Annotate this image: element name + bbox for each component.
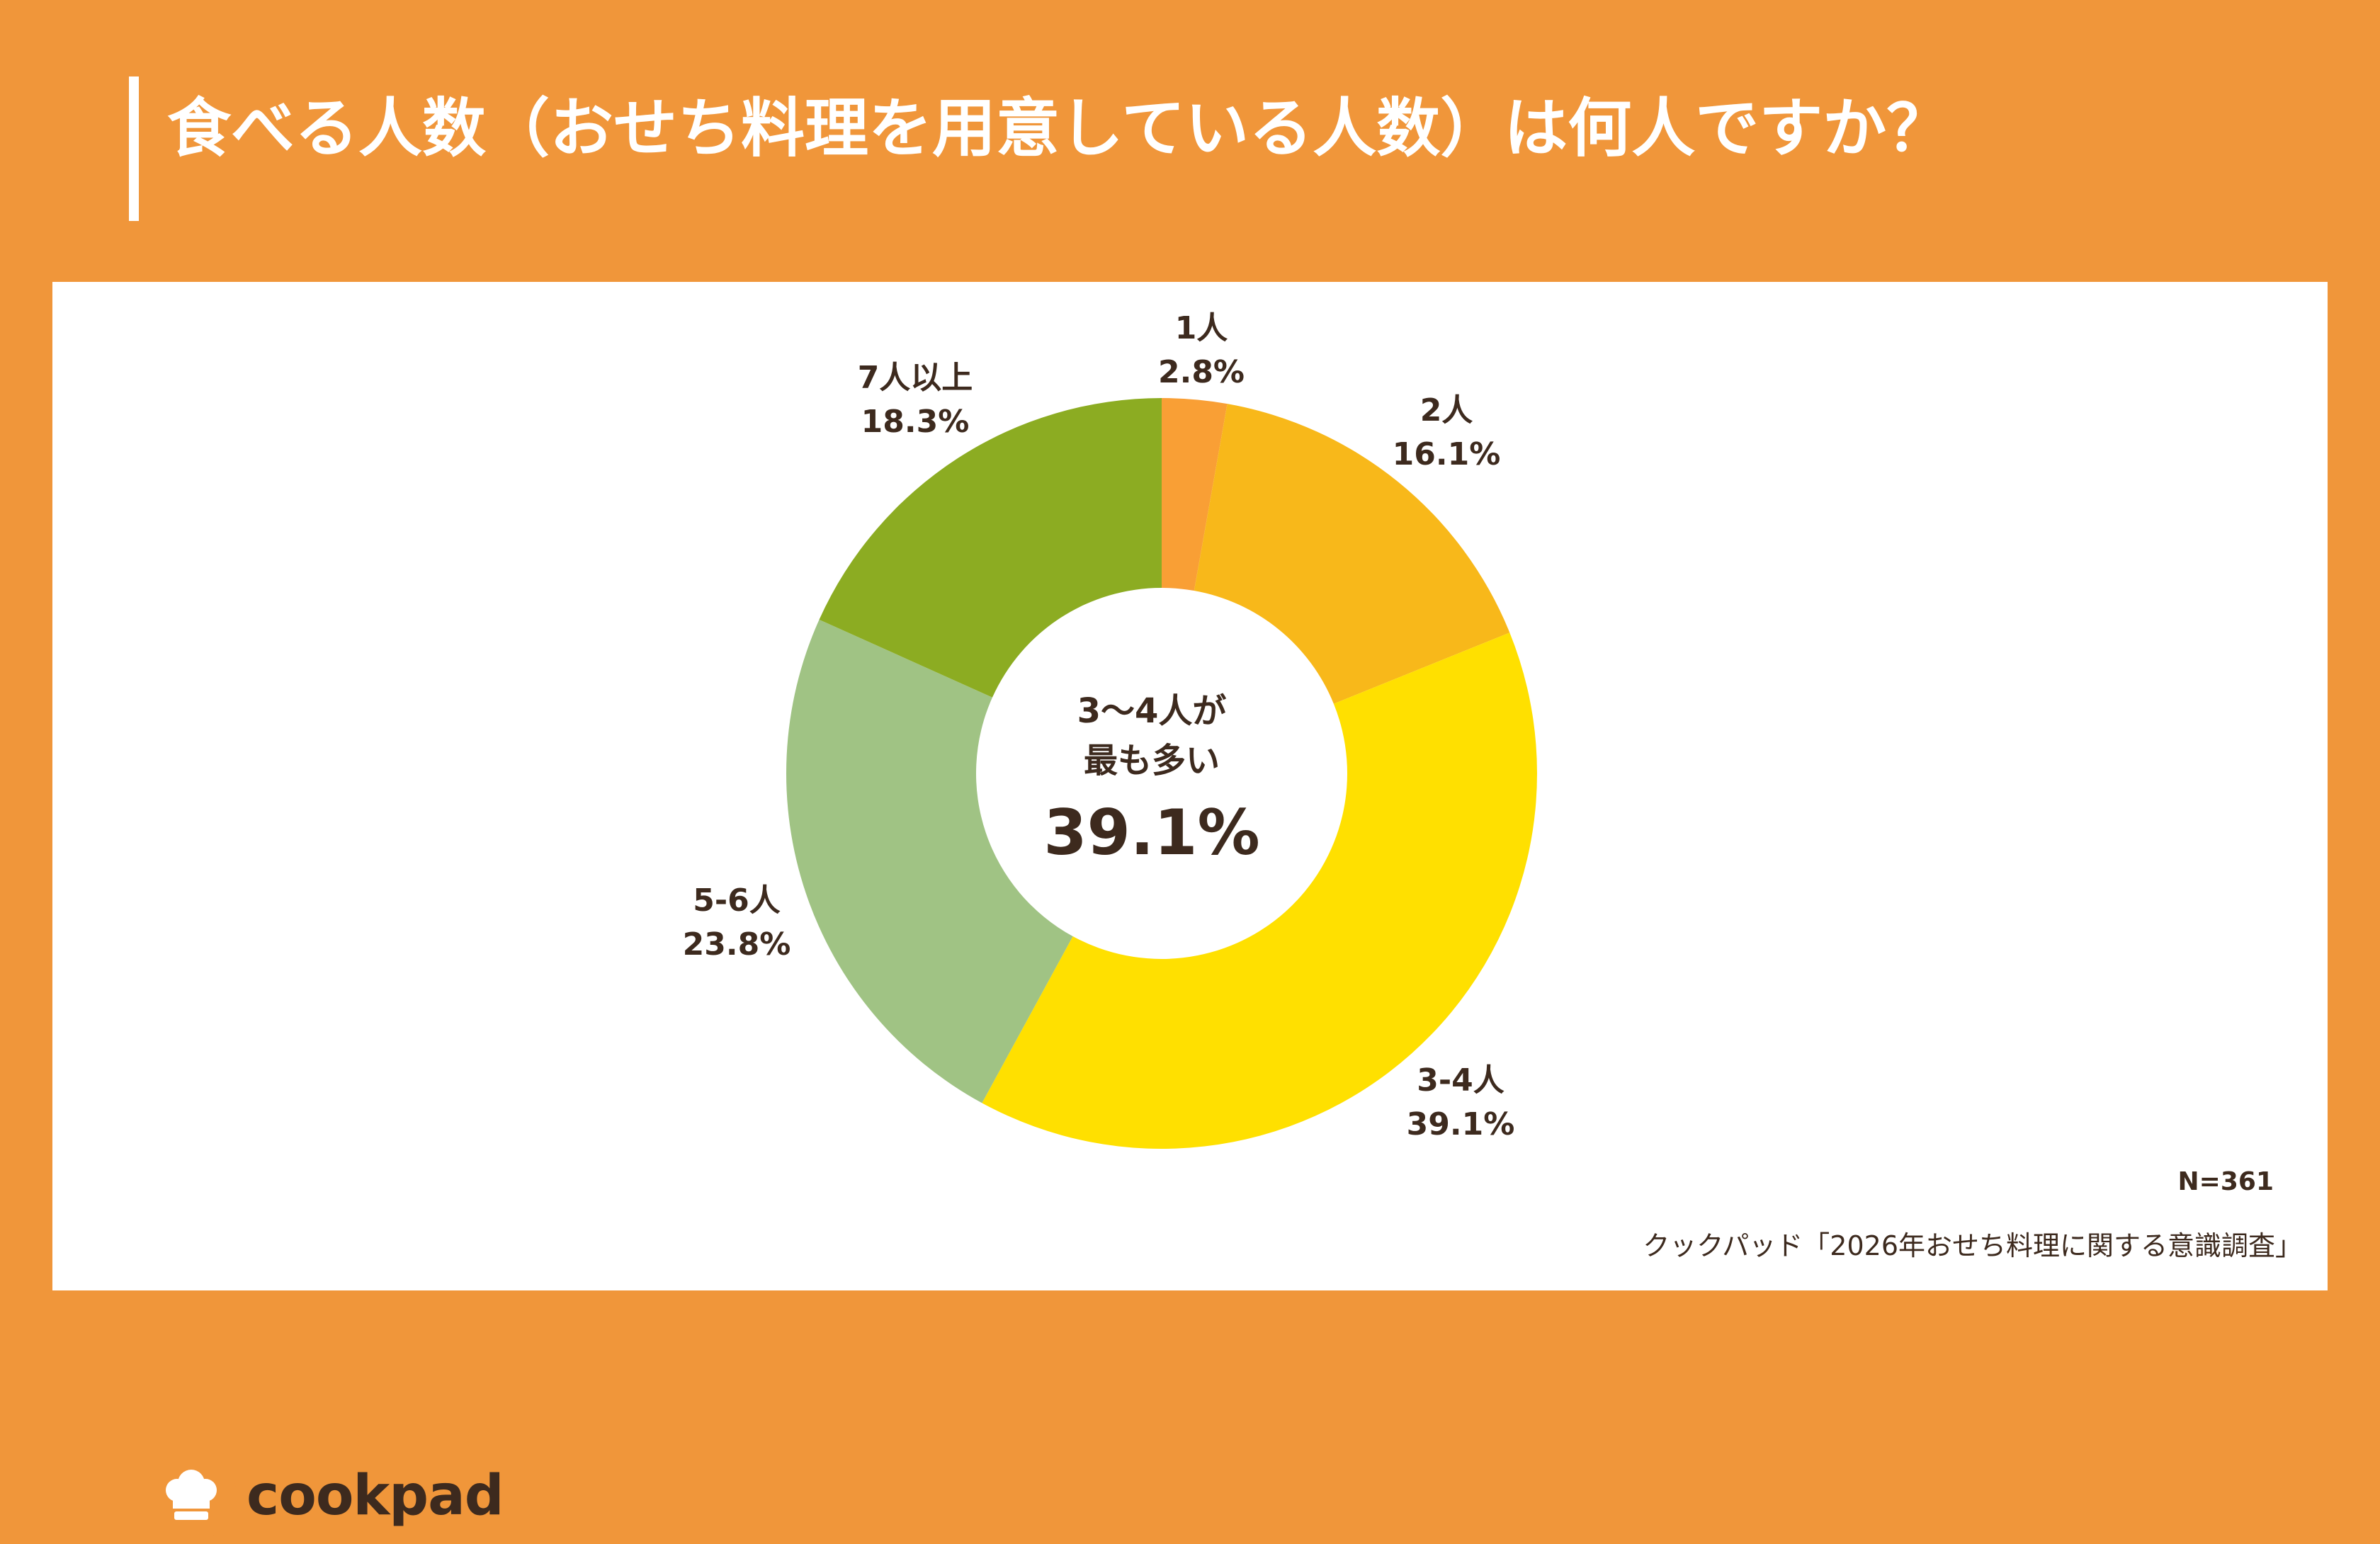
slice-value-label: 16.1% — [1393, 436, 1501, 472]
donut-slice-5 — [819, 398, 1162, 698]
title-accent-bar — [129, 76, 139, 221]
cookpad-logo: cookpad — [146, 1451, 504, 1541]
center-value: 39.1% — [1043, 796, 1259, 869]
donut-slice-3 — [982, 632, 1537, 1150]
sample-size: N=361 — [2177, 1167, 2274, 1196]
logo-text: cookpad — [246, 1464, 504, 1528]
chart-panel: 1人 2.8% 2人 16.1% 3-4人 39.1% 5-6人 23.8% 7人以上 18.3%… — [52, 282, 2328, 1541]
donut-chart: 1人 2.8% 2人 16.1% 3-4人 39.1% 5-6人 23.8% 7人以上 18.3%… — [683, 310, 1537, 1150]
chef-hat-icon — [146, 1451, 237, 1541]
slice-value-label: 2.8% — [1158, 354, 1245, 390]
slice-value-label: 18.3% — [861, 404, 970, 440]
slice-value-label: 23.8% — [683, 926, 791, 963]
slice-value-label: 39.1% — [1407, 1106, 1515, 1142]
slice-category-label: 3-4人 — [1417, 1062, 1504, 1099]
page-title: 食べる人数（おせち料理を用意している人数）は何人ですか？ — [167, 91, 1951, 166]
donut-slice-4 — [786, 619, 1073, 1103]
slice-category-label: 5-6人 — [693, 882, 781, 919]
donut-slice-2 — [1194, 404, 1510, 704]
center-text-line-1: 3〜4人が — [1077, 691, 1227, 731]
center-text-line-2: 最も多い — [1084, 741, 1220, 780]
slice-category-label: 1人 — [1175, 310, 1228, 346]
source-note: クックパッド「2026年おせち料理に関する意識調査」 — [1643, 1230, 2302, 1261]
donut-slice-1 — [1162, 398, 1228, 591]
slice-category-label: 7人以上 — [858, 360, 973, 396]
slice-category-label: 2人 — [1420, 392, 1473, 428]
